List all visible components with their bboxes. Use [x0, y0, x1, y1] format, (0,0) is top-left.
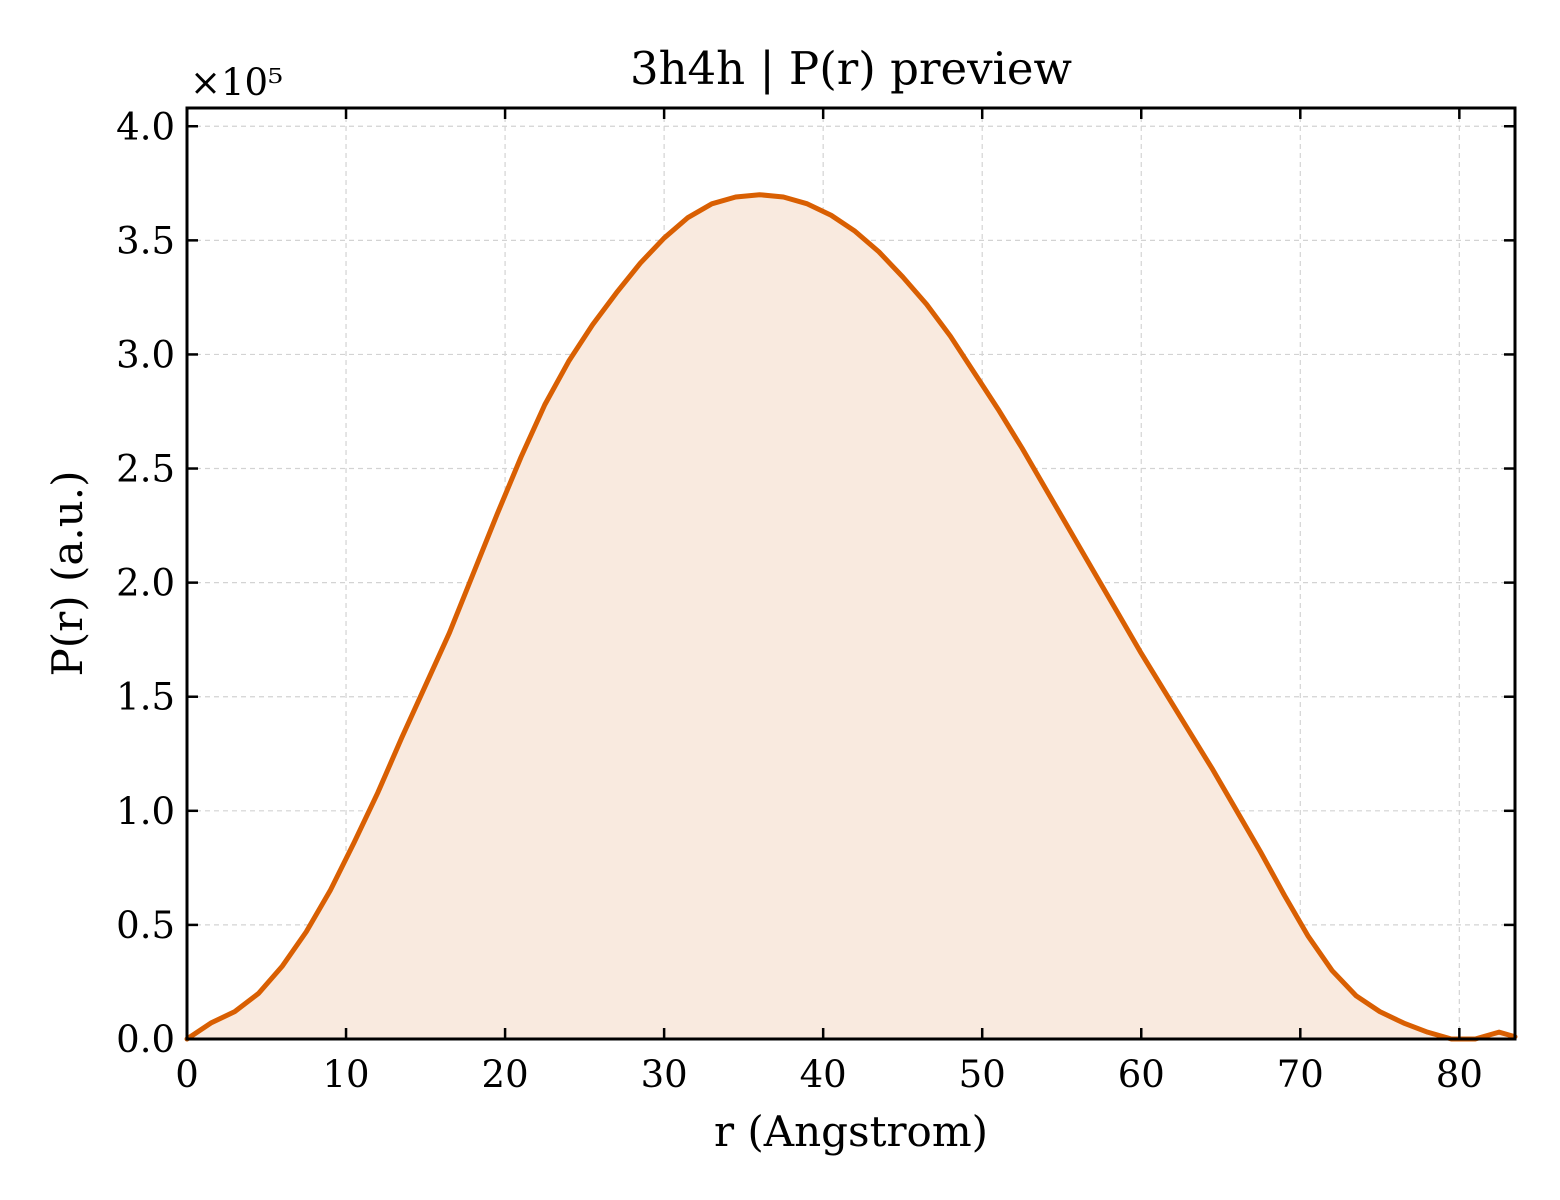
x-tick-label: 30: [641, 1053, 688, 1096]
ticks-layer: 0 10 20 30 40 50 60 70 80 0.0 0.5 1.0 1.5 2.0 2.5 3.0 3.…: [116, 105, 1515, 1096]
y-tick-label: 4.0: [116, 105, 175, 148]
series-line: [184, 192, 1518, 1042]
series-layer: [184, 192, 1518, 1042]
y-tick-label: 3.5: [116, 219, 175, 262]
y-tick-label: 0.0: [116, 1018, 175, 1061]
x-tick-label: 20: [482, 1053, 529, 1096]
x-tick-label: 60: [1118, 1053, 1165, 1096]
y-axis-label: P(r) (a.u.): [43, 470, 92, 676]
x-tick-label: 70: [1277, 1053, 1324, 1096]
y-tick-label: 0.5: [116, 904, 175, 947]
x-tick-label: 50: [959, 1053, 1006, 1096]
y-axis-multiplier: ×10⁵: [190, 61, 283, 104]
y-tick-label: 2.0: [116, 562, 175, 605]
x-tick-label: 0: [175, 1053, 199, 1096]
y-tick-label: 2.5: [116, 448, 175, 491]
y-tick-label: 1.0: [116, 790, 175, 833]
x-tick-label: 10: [322, 1053, 369, 1096]
plot-frame: [185, 106, 1517, 1041]
x-tick-label: 40: [800, 1053, 847, 1096]
x-tick-label: 80: [1436, 1053, 1483, 1096]
chart-title: 3h4h | P(r) preview: [630, 42, 1072, 95]
x-axis-label: r (Angstrom): [714, 1107, 988, 1156]
y-tick-label: 1.5: [116, 676, 175, 719]
y-tick-label: 3.0: [116, 333, 175, 376]
series-area-fill: [187, 194, 1515, 1039]
